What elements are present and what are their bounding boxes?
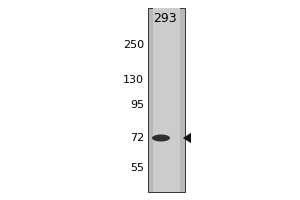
Text: 250: 250 <box>123 40 144 50</box>
Ellipse shape <box>152 134 170 142</box>
Polygon shape <box>183 133 191 143</box>
Text: 130: 130 <box>123 75 144 85</box>
Text: 55: 55 <box>130 163 144 173</box>
Text: 72: 72 <box>130 133 144 143</box>
Bar <box>148 8 185 192</box>
Text: 293: 293 <box>153 12 177 25</box>
Bar <box>153 8 180 192</box>
Text: 95: 95 <box>130 100 144 110</box>
